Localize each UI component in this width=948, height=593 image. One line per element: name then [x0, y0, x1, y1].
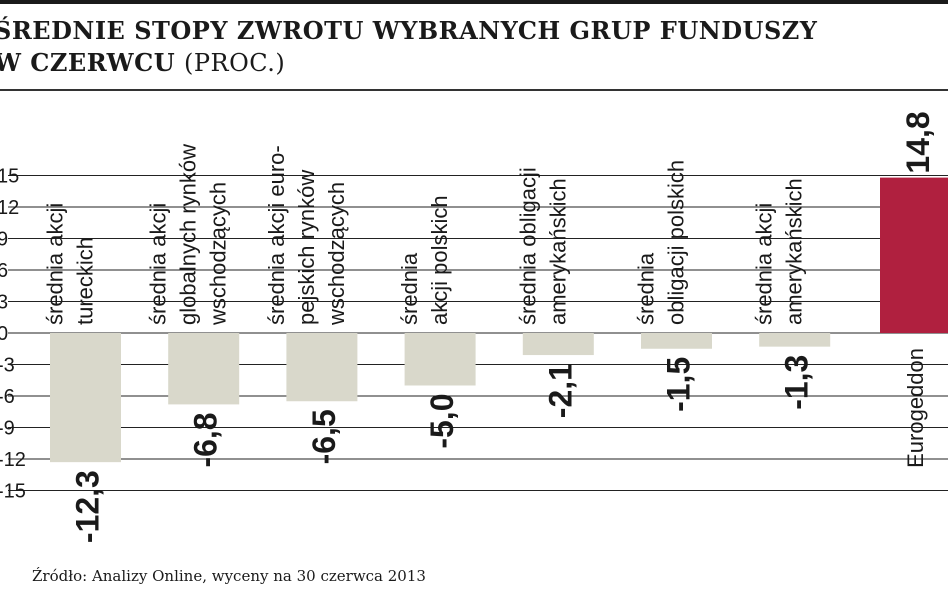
- category-label: średnia akcji euro-pejskich rynków wschod…: [264, 145, 349, 326]
- category-label-line: amerykańskich: [782, 178, 807, 325]
- category-label-line: średnia obligacji: [515, 167, 540, 325]
- title-separator: [0, 89, 948, 91]
- y-tick-label: 0: [0, 323, 8, 345]
- category-label: Eurogeddon: [903, 348, 928, 468]
- category-label: średnia akcji globalnych rynków wschodzący…: [146, 144, 231, 326]
- data-label: -2,1: [542, 363, 578, 418]
- chart-title-line2: W CZERWCU (PROC.): [0, 48, 285, 77]
- y-tick-label: -3: [0, 355, 15, 377]
- top-rule: [0, 0, 948, 4]
- y-tick-label: 15: [0, 166, 19, 188]
- title-period: W CZERWCU: [0, 48, 176, 77]
- chart-title-line1: ŚREDNIE STOPY ZWROTU WYBRANYCH GRUP FUND…: [0, 16, 818, 45]
- category-label-line: średnia akcji: [752, 203, 777, 325]
- bar: [286, 333, 358, 402]
- category-label-line: obligacji polskich: [664, 160, 689, 325]
- data-label: 14,8: [900, 111, 936, 173]
- category-label-line: akcji polskich: [427, 195, 452, 325]
- y-tick-label: 12: [0, 197, 19, 219]
- data-label: -1,3: [779, 355, 815, 410]
- category-label: średnia obligacji amerykańskich: [515, 167, 570, 325]
- data-label: -5,0: [424, 394, 460, 449]
- category-label-line: średnia: [397, 252, 422, 325]
- data-label: -12,3: [70, 470, 106, 543]
- category-label-line: średnia akcji: [43, 203, 68, 325]
- category-label-line: globalnych rynków: [176, 144, 201, 325]
- category-label-line: średnia akcji euro-: [264, 145, 289, 325]
- y-tick-label: 6: [0, 260, 8, 282]
- category-label-line: Eurogeddon: [903, 348, 928, 468]
- category-label-line: amerykańskich: [545, 178, 570, 325]
- data-label: -6,8: [188, 412, 224, 467]
- y-tick-label: 3: [0, 292, 8, 314]
- category-label-line: średnia akcji: [146, 203, 171, 325]
- bar: [880, 177, 948, 333]
- category-label-line: pejskich rynków: [294, 170, 319, 325]
- bar: [522, 333, 594, 356]
- category-label-line: średnia: [634, 252, 659, 325]
- bar: [50, 333, 121, 463]
- y-tick-label: 9: [0, 229, 8, 251]
- source-note: Źródło: Analizy Online, wyceny na 30 cze…: [32, 567, 426, 585]
- category-label: średnia akcji polskich: [397, 195, 452, 325]
- category-label-line: wschodzących: [324, 182, 349, 326]
- y-tick-label: -9: [0, 418, 15, 440]
- title-unit: (PROC.): [183, 49, 286, 77]
- y-tick-label: -15: [0, 481, 26, 503]
- y-tick-label: -6: [0, 386, 15, 408]
- bar: [168, 333, 240, 405]
- category-label: średnia obligacji polskich: [634, 160, 689, 325]
- category-label-line: wschodzących: [206, 182, 231, 326]
- category-label: średnia akcji amerykańskich: [752, 178, 807, 325]
- bar: [759, 333, 831, 347]
- category-label-line: tureckich: [73, 237, 98, 325]
- data-label: -1,5: [661, 357, 697, 412]
- bar: [641, 333, 712, 349]
- bar: [404, 333, 476, 386]
- data-label: -6,5: [306, 409, 342, 464]
- y-tick-label: -12: [0, 449, 26, 471]
- category-label: średnia akcji tureckich: [43, 203, 98, 325]
